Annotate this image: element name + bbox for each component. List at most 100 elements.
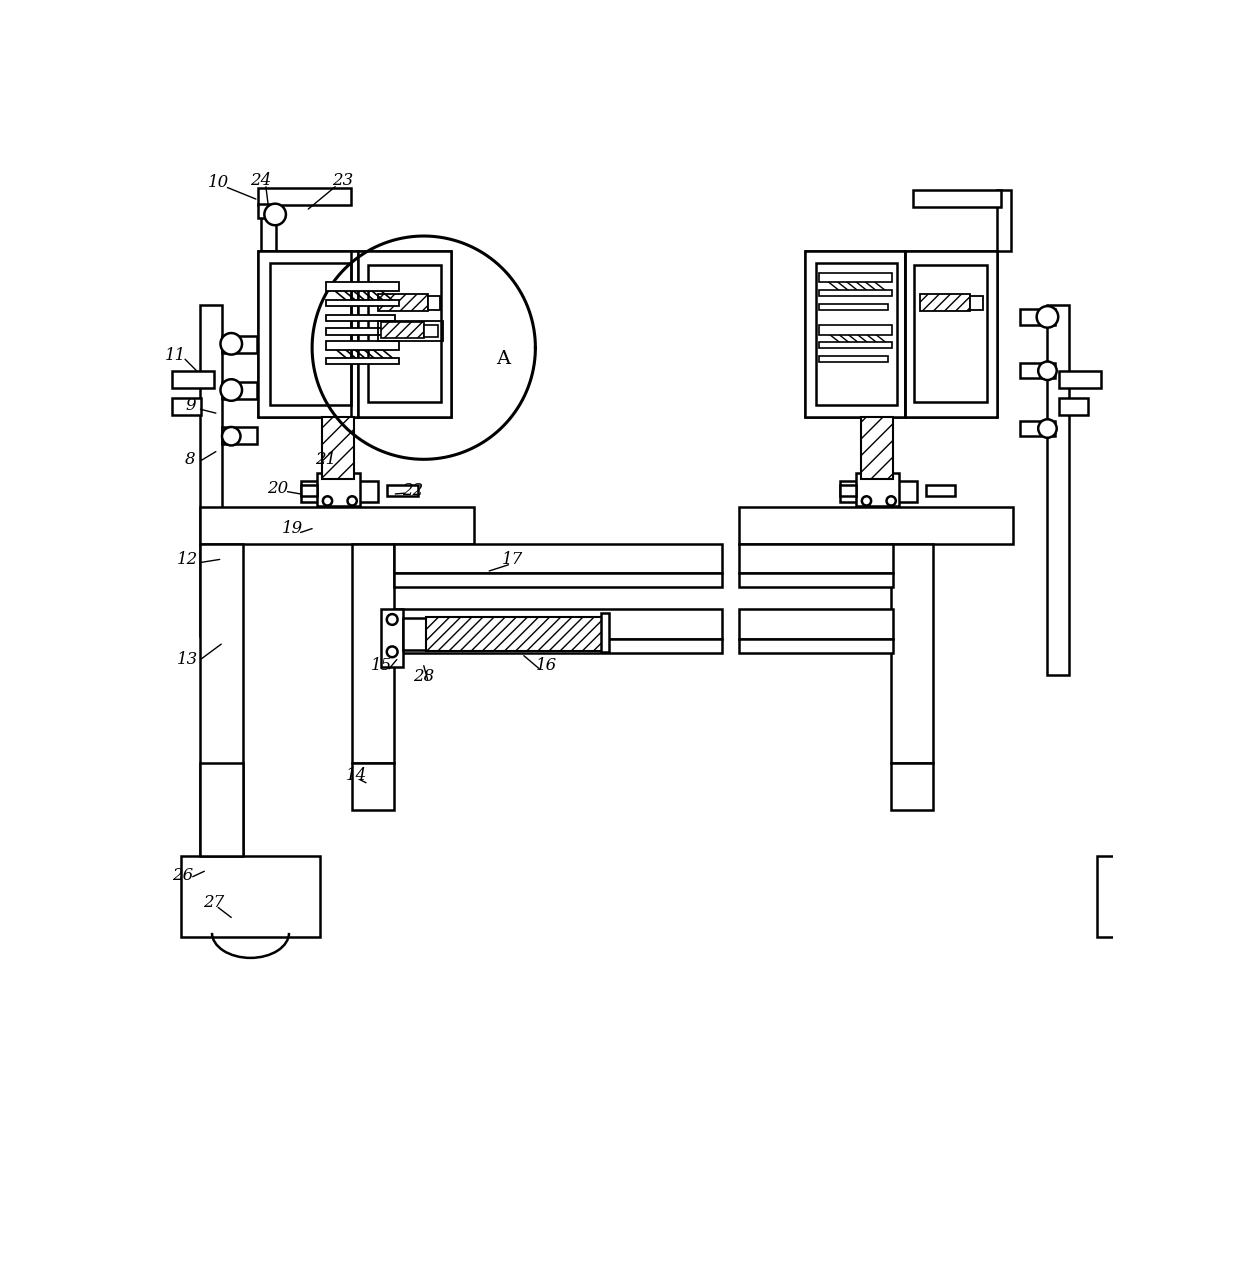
Circle shape [222, 427, 241, 445]
Circle shape [221, 333, 242, 354]
Circle shape [347, 497, 357, 506]
Circle shape [221, 380, 242, 401]
Bar [382, 609, 403, 667]
Bar [394, 609, 722, 639]
Bar [172, 371, 215, 387]
Bar [427, 617, 603, 651]
Text: 24: 24 [250, 171, 272, 189]
Bar [739, 609, 894, 639]
Bar [739, 639, 894, 653]
Bar [322, 417, 355, 479]
Text: 16: 16 [537, 657, 558, 675]
Bar [816, 264, 898, 406]
Bar [839, 484, 857, 496]
Bar [971, 296, 983, 310]
Bar [377, 320, 443, 340]
Text: 9: 9 [185, 397, 196, 414]
Bar [905, 251, 997, 417]
Bar [1048, 305, 1069, 675]
Bar [358, 251, 450, 417]
Bar [394, 543, 722, 574]
Text: A: A [496, 351, 510, 368]
Bar [326, 358, 399, 364]
Bar [367, 265, 440, 402]
Bar [1021, 363, 1055, 378]
Bar [818, 356, 888, 362]
Bar [181, 856, 320, 937]
Bar [172, 397, 201, 415]
Bar [352, 763, 394, 810]
Bar [258, 188, 351, 206]
Bar [1125, 763, 1167, 856]
Bar [914, 265, 987, 402]
Bar [818, 342, 892, 348]
Bar [222, 427, 257, 444]
Bar [424, 324, 438, 337]
Text: 28: 28 [413, 668, 434, 685]
Bar [222, 382, 257, 400]
Bar [818, 272, 892, 282]
Text: 8: 8 [185, 451, 196, 468]
Bar [857, 473, 899, 506]
Bar [861, 417, 894, 479]
Text: 21: 21 [315, 451, 336, 468]
Bar [201, 763, 243, 856]
Bar [926, 484, 955, 496]
Bar [317, 473, 360, 506]
Bar [913, 190, 1001, 207]
Circle shape [1038, 362, 1056, 380]
Bar [739, 543, 894, 574]
Circle shape [862, 497, 872, 506]
Bar [258, 204, 274, 218]
Bar [1125, 543, 1167, 864]
Bar [818, 325, 892, 334]
Bar [201, 305, 222, 637]
Bar [326, 328, 396, 334]
Text: 17: 17 [502, 551, 523, 567]
Text: 14: 14 [346, 767, 367, 783]
Bar [892, 763, 934, 810]
Bar [1059, 397, 1089, 415]
Text: 26: 26 [172, 866, 193, 884]
Bar [201, 507, 474, 543]
Bar [326, 282, 399, 291]
Bar [394, 574, 722, 588]
Bar [839, 480, 916, 502]
Bar [352, 543, 394, 763]
Text: 27: 27 [203, 894, 224, 910]
Bar [739, 507, 1013, 543]
Text: 10: 10 [207, 174, 229, 190]
Bar [805, 251, 997, 417]
Bar [377, 294, 428, 310]
Text: 23: 23 [332, 171, 353, 189]
Bar [739, 574, 894, 588]
Bar [805, 251, 905, 417]
Bar [403, 618, 427, 651]
Bar [300, 480, 377, 502]
Text: 11: 11 [165, 347, 186, 364]
Bar [428, 296, 440, 310]
Bar [892, 543, 934, 763]
Bar [326, 314, 396, 320]
Bar [258, 251, 450, 417]
Bar [997, 190, 1012, 251]
Bar [326, 300, 399, 306]
Bar [1059, 371, 1101, 387]
Bar [1097, 856, 1236, 937]
Bar [920, 294, 971, 310]
Circle shape [887, 497, 895, 506]
Bar [387, 484, 418, 496]
Text: 12: 12 [177, 551, 198, 567]
Bar [382, 323, 424, 338]
Circle shape [1038, 419, 1056, 438]
Text: 15: 15 [371, 657, 392, 675]
Circle shape [322, 497, 332, 506]
Bar [394, 639, 722, 653]
Text: 22: 22 [402, 482, 423, 498]
Circle shape [1037, 306, 1058, 328]
Bar [270, 264, 351, 406]
Circle shape [387, 614, 398, 625]
Bar [601, 613, 609, 652]
Bar [818, 290, 892, 296]
Bar [1021, 421, 1055, 436]
